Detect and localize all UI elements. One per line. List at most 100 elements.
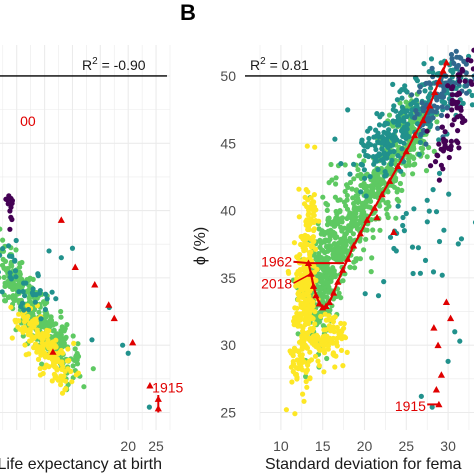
scatter-point [318, 254, 324, 261]
scatter-point [331, 241, 338, 247]
y-tick-label: 35 [220, 270, 236, 286]
scatter-point [440, 166, 446, 172]
scatter-point [398, 168, 404, 174]
scatter-point [368, 217, 374, 223]
scatter-point [461, 58, 467, 64]
scatter-point [366, 204, 372, 210]
scatter-point [23, 280, 29, 286]
scatter-point [34, 327, 40, 333]
scatter-point [356, 153, 362, 159]
scatter-point [405, 121, 411, 127]
scatter-point [386, 127, 392, 133]
scatter-point [341, 325, 347, 331]
highlight-triangle [442, 58, 451, 66]
scatter-point [465, 57, 471, 63]
scatter-point [12, 257, 18, 263]
scatter-point [431, 148, 437, 154]
scatter-point [459, 119, 465, 125]
scatter-point [296, 186, 302, 192]
scatter-point [417, 139, 423, 145]
scatter-point [58, 314, 64, 320]
scatter-point [37, 365, 43, 372]
scatter-point [305, 212, 311, 218]
scatter-point [451, 117, 457, 123]
scatter-point [385, 140, 391, 146]
scatter-point [338, 295, 344, 301]
scatter-point [457, 78, 463, 84]
scatter-point [318, 231, 324, 237]
scatter-point [25, 306, 32, 313]
scatter-point [445, 83, 451, 89]
scatter-point [350, 218, 356, 224]
scatter-point [70, 363, 76, 369]
scatter-point [368, 269, 374, 275]
scatter-point [38, 316, 44, 322]
scatter-point [365, 128, 371, 134]
y-tick-label: 45 [220, 135, 236, 151]
scatter-point [436, 170, 443, 176]
outlier-point [458, 236, 465, 242]
scatter-point [310, 236, 316, 243]
scatter-point [339, 215, 345, 221]
x-tick-label: 20 [120, 438, 136, 454]
scatter-point [340, 363, 346, 369]
scatter-point [397, 180, 403, 187]
scatter-point [291, 315, 298, 321]
scatter-point [69, 379, 75, 385]
highlight-triangle [442, 298, 451, 305]
scatter-point [35, 356, 42, 362]
scatter-point [363, 152, 369, 159]
scatter-point [7, 226, 13, 232]
annotation-label: 1915 [395, 398, 426, 414]
scatter-point [20, 333, 26, 339]
scatter-point [0, 226, 3, 232]
scatter-point [393, 215, 399, 221]
scatter-point [318, 313, 324, 319]
scatter-point [51, 360, 57, 366]
scatter-point [359, 200, 365, 206]
scatter-point [0, 246, 6, 252]
annotation-label: 00 [20, 113, 36, 129]
scatter-point [30, 276, 36, 282]
scatter-point [421, 61, 427, 67]
scatter-point [320, 248, 326, 254]
panel-b-r2-label: R2 = 0.81 [250, 56, 309, 73]
scatter-point [25, 332, 31, 338]
scatter-point [436, 238, 443, 245]
scatter-point [410, 270, 416, 277]
annotation-label: 1915 [152, 379, 183, 395]
scatter-point [377, 187, 383, 193]
scatter-point [391, 103, 397, 109]
scatter-point [309, 335, 315, 341]
scatter-point [302, 333, 308, 339]
scatter-point [397, 139, 403, 145]
scatter-point [386, 112, 393, 118]
scatter-point [22, 342, 28, 348]
outlier-point [452, 329, 458, 335]
y-tick-label: 30 [220, 337, 236, 353]
outlier-point [146, 404, 152, 410]
scatter-point [455, 62, 461, 69]
scatter-point [379, 146, 385, 152]
scatter-point [427, 81, 434, 87]
scatter-point [20, 288, 26, 295]
scatter-point [17, 269, 23, 275]
scatter-point [303, 369, 309, 375]
scatter-point [331, 223, 337, 229]
scatter-point [9, 216, 15, 223]
scatter-point [448, 138, 454, 144]
scatter-point [300, 236, 306, 242]
scatter-point [376, 151, 382, 157]
scatter-point [373, 146, 379, 153]
scatter-point [322, 311, 328, 317]
scatter-point [323, 256, 330, 263]
panel-a-grid [0, 45, 171, 430]
scatter-point [394, 189, 400, 195]
scatter-point [290, 358, 296, 365]
scatter-point [389, 135, 395, 141]
scatter-point [330, 315, 336, 321]
highlight-triangle [434, 341, 442, 349]
scatter-point [294, 374, 300, 380]
scatter-point [90, 366, 96, 372]
scatter-point [5, 196, 11, 202]
